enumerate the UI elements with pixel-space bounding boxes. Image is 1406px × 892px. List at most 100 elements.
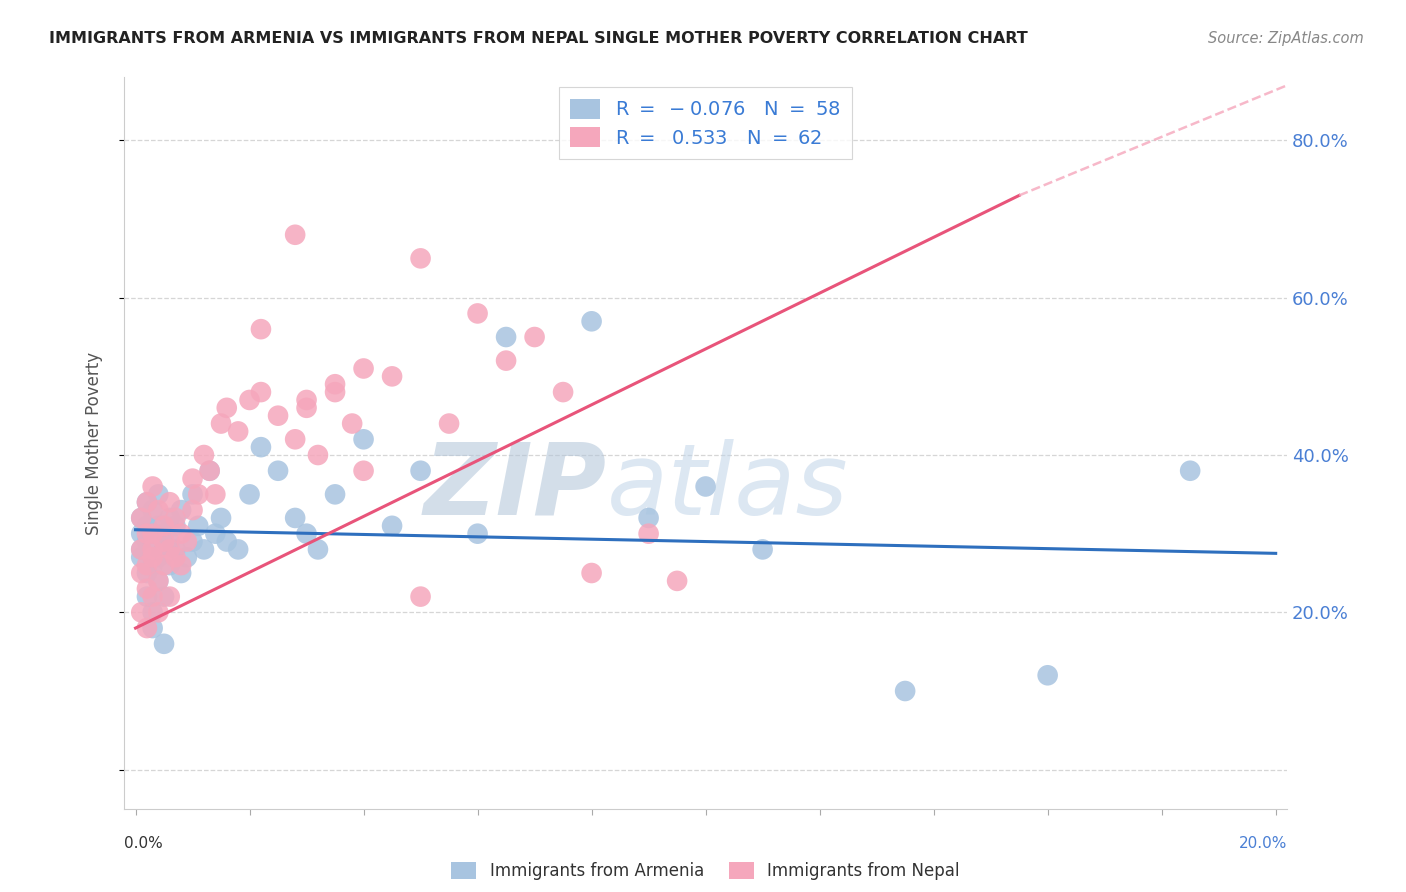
Point — [136, 495, 159, 509]
Point — [159, 534, 181, 549]
Point — [129, 605, 152, 619]
Point — [204, 526, 226, 541]
Point — [209, 417, 232, 431]
Point — [176, 550, 198, 565]
Point — [129, 511, 152, 525]
Point — [307, 542, 329, 557]
Point — [250, 440, 273, 454]
Point — [551, 385, 574, 400]
Point — [159, 495, 181, 509]
Point — [136, 526, 159, 541]
Point — [437, 417, 460, 431]
Point — [381, 369, 404, 384]
Text: IMMIGRANTS FROM ARMENIA VS IMMIGRANTS FROM NEPAL SINGLE MOTHER POVERTY CORRELATI: IMMIGRANTS FROM ARMENIA VS IMMIGRANTS FR… — [49, 31, 1028, 46]
Point — [353, 432, 375, 446]
Point — [136, 590, 159, 604]
Point — [153, 534, 176, 549]
Point — [153, 526, 176, 541]
Point — [204, 487, 226, 501]
Point — [581, 314, 603, 328]
Point — [307, 448, 329, 462]
Point — [295, 401, 318, 415]
Point — [148, 487, 170, 501]
Point — [267, 464, 290, 478]
Text: 0.0%: 0.0% — [124, 836, 163, 851]
Point — [295, 392, 318, 407]
Point — [215, 401, 238, 415]
Point — [142, 526, 165, 541]
Point — [181, 487, 204, 501]
Point — [467, 526, 489, 541]
Point — [323, 385, 346, 400]
Point — [495, 353, 517, 368]
Point — [159, 590, 181, 604]
Point — [142, 558, 165, 573]
Point — [323, 377, 346, 392]
Point — [751, 542, 773, 557]
Point — [215, 534, 238, 549]
Point — [136, 621, 159, 635]
Point — [142, 550, 165, 565]
Point — [129, 526, 152, 541]
Point — [523, 330, 546, 344]
Point — [181, 472, 204, 486]
Point — [238, 487, 260, 501]
Point — [129, 566, 152, 580]
Point — [170, 558, 193, 573]
Point — [193, 542, 215, 557]
Point — [226, 425, 249, 439]
Point — [148, 518, 170, 533]
Point — [284, 511, 307, 525]
Point — [894, 684, 917, 698]
Point — [153, 590, 176, 604]
Point — [409, 464, 432, 478]
Point — [695, 479, 717, 493]
Point — [153, 518, 176, 533]
Point — [187, 518, 209, 533]
Point — [353, 464, 375, 478]
Point — [159, 511, 181, 525]
Text: Source: ZipAtlas.com: Source: ZipAtlas.com — [1208, 31, 1364, 46]
Point — [323, 487, 346, 501]
Point — [209, 511, 232, 525]
Point — [136, 495, 159, 509]
Point — [198, 464, 221, 478]
Point — [129, 550, 152, 565]
Point — [250, 385, 273, 400]
Point — [250, 322, 273, 336]
Point — [581, 566, 603, 580]
Point — [284, 227, 307, 242]
Point — [142, 503, 165, 517]
Point — [181, 503, 204, 517]
Point — [129, 542, 152, 557]
Point — [136, 566, 159, 580]
Point — [1178, 464, 1201, 478]
Text: ZIP: ZIP — [423, 439, 607, 535]
Point — [142, 621, 165, 635]
Point — [198, 464, 221, 478]
Point — [284, 432, 307, 446]
Point — [666, 574, 689, 588]
Point — [295, 526, 318, 541]
Point — [142, 605, 165, 619]
Point — [637, 526, 659, 541]
Point — [165, 542, 187, 557]
Point — [238, 392, 260, 407]
Point — [353, 361, 375, 376]
Point — [136, 558, 159, 573]
Point — [409, 590, 432, 604]
Point — [136, 518, 159, 533]
Point — [148, 574, 170, 588]
Point — [409, 252, 432, 266]
Point — [136, 582, 159, 596]
Point — [467, 306, 489, 320]
Point — [170, 526, 193, 541]
Legend: Immigrants from Armenia, Immigrants from Nepal: Immigrants from Armenia, Immigrants from… — [443, 854, 969, 888]
Point — [193, 448, 215, 462]
Point — [153, 558, 176, 573]
Point — [181, 534, 204, 549]
Point — [637, 511, 659, 525]
Point — [129, 542, 152, 557]
Point — [187, 487, 209, 501]
Point — [381, 518, 404, 533]
